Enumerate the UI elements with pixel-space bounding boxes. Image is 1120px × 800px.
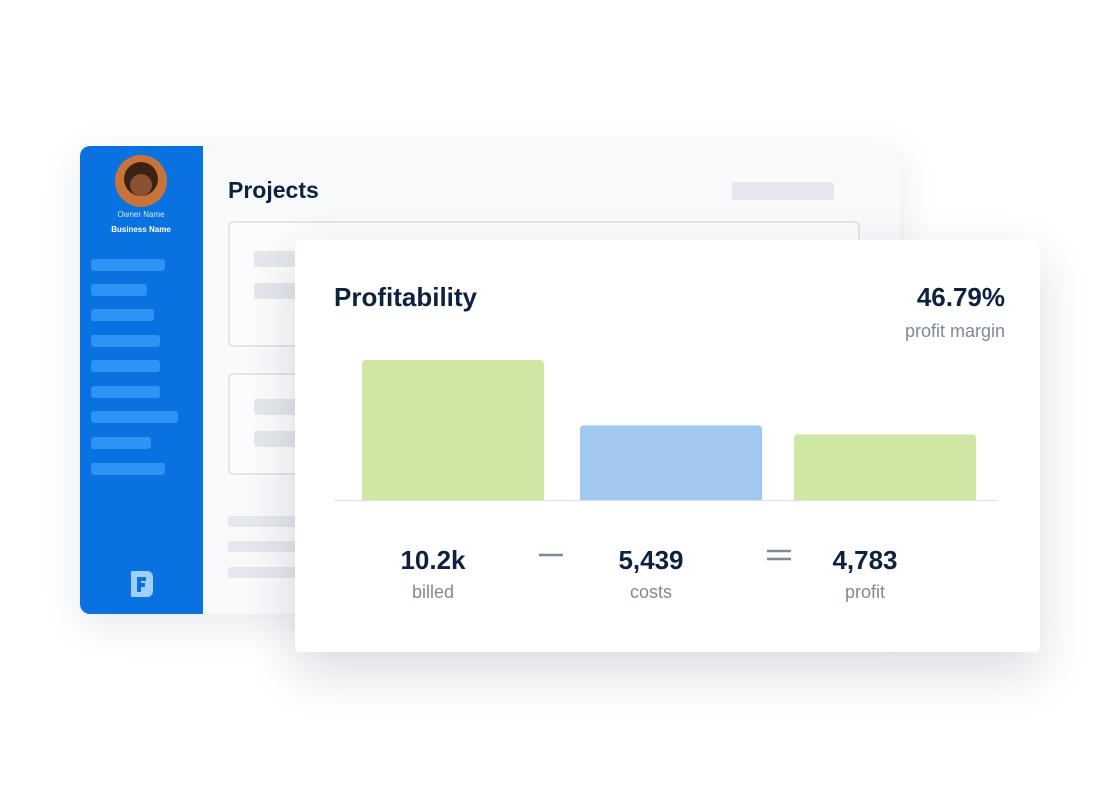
nav-item[interactable]: [91, 309, 154, 321]
value-label: 10.2k: [400, 545, 466, 575]
category-label: costs: [630, 582, 672, 602]
value-label: 4,783: [832, 545, 897, 575]
bar: [794, 434, 976, 500]
placeholder: [732, 182, 834, 200]
chart: Profitability 46.79% profit margin 10.2k…: [334, 282, 1005, 602]
nav-item[interactable]: [91, 259, 165, 271]
profile: Owner Name Business Name: [111, 155, 171, 234]
business-name: Business Name: [111, 225, 171, 234]
margin-caption: profit margin: [905, 321, 1005, 341]
category-label: profit: [845, 582, 885, 602]
placeholder: [228, 541, 308, 552]
sidebar: Owner Name Business Name: [80, 146, 203, 614]
header: Projects: [228, 177, 319, 203]
logo: [131, 571, 153, 597]
placeholder: [228, 567, 308, 578]
placeholder: [228, 516, 308, 527]
margin-value: 46.79%: [917, 282, 1005, 312]
bar: [362, 360, 544, 500]
profitability-card: Profitability 46.79% profit margin 10.2k…: [295, 240, 1040, 652]
projects-title: Projects: [228, 177, 319, 203]
nav-item[interactable]: [91, 463, 165, 475]
nav-item[interactable]: [91, 386, 160, 398]
bar: [580, 425, 762, 500]
owner-name: Owner Name: [117, 210, 165, 219]
value-label: 5,439: [618, 545, 683, 575]
category-label: billed: [412, 582, 454, 602]
nav-item[interactable]: [91, 437, 151, 449]
nav-item[interactable]: [91, 335, 160, 347]
nav-item[interactable]: [91, 360, 160, 372]
nav-item[interactable]: [91, 284, 147, 296]
chart-title: Profitability: [334, 282, 478, 312]
nav-item[interactable]: [91, 411, 178, 423]
avatar-face: [130, 174, 152, 196]
